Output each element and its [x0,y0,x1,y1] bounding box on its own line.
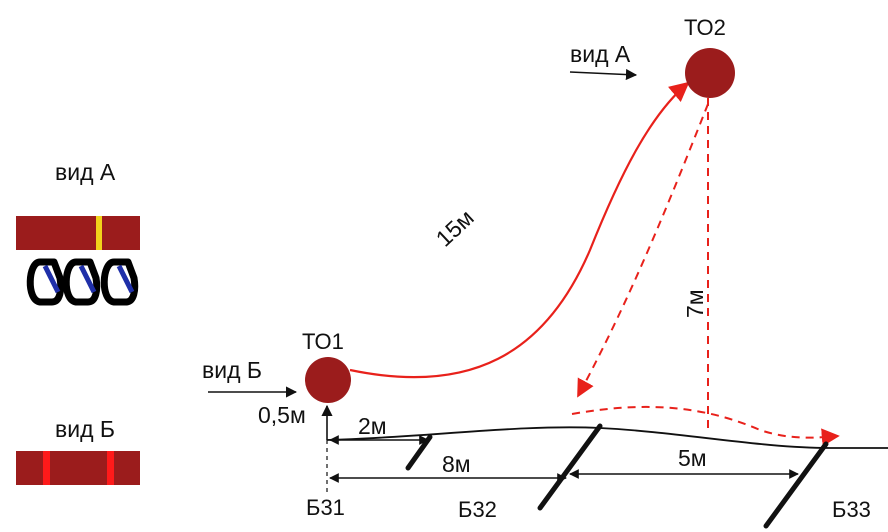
legend-view-a-label: вид А [55,159,116,185]
drop-diagonal-line [577,103,709,398]
label-15m: 15м [431,204,479,251]
label-b33: Б33 [832,497,871,522]
label-to1: ТО1 [302,329,344,354]
stake-b33 [763,441,829,529]
stake-small [405,434,433,471]
label-7m: 7м [682,289,708,318]
legend-view-b-bar [16,451,140,485]
rope-15m-line [349,81,690,379]
label-b31: Б31 [306,495,345,520]
label-2m: 2м [358,413,387,439]
traverse-dashed-line [571,405,840,447]
carabiner-icon [26,258,139,306]
label-view-a: вид А [570,41,631,67]
label-05m: 0,5м [258,402,306,428]
label-to2: ТО2 [684,15,726,40]
label-view-b: вид Б [202,357,262,383]
legend-view-b-label: вид Б [55,416,115,442]
legend-view-a-bar [16,216,140,250]
stake-b32 [537,423,603,511]
label-5m: 5м [678,445,707,471]
node-to1 [305,357,351,403]
label-8m: 8м [442,451,471,477]
ground-rope-line [326,426,888,449]
label-b32: Б32 [458,497,497,522]
view-a-arrow [569,68,638,81]
node-to2 [685,48,735,98]
